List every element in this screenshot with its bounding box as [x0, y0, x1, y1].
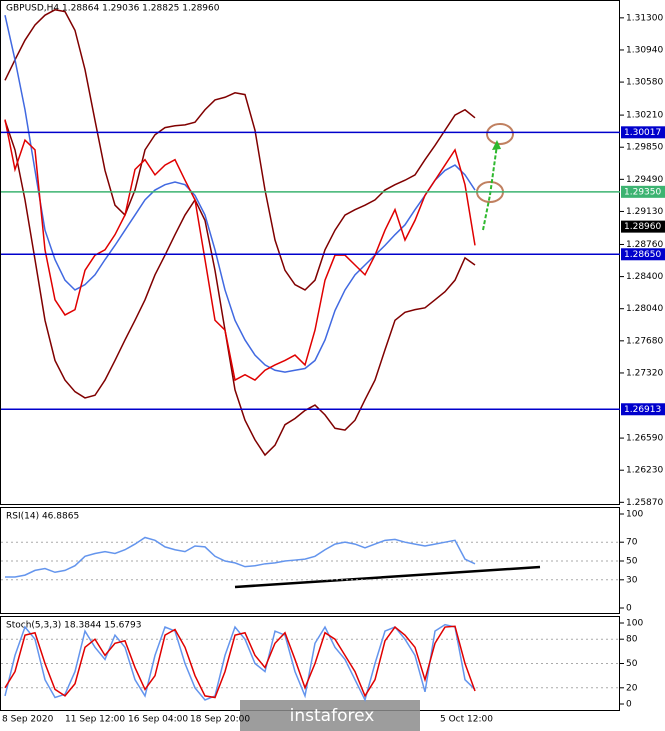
arrow-head — [492, 140, 501, 150]
forecast-arrow — [482, 144, 498, 231]
y-tick-label: 1.26590 — [626, 434, 663, 444]
series-line — [4, 9, 476, 291]
level-label: 1.28650 — [624, 250, 661, 260]
pane-title: RSI(14) 46.8865 — [6, 512, 79, 522]
x-tick-label: 8 Sep 2020 — [2, 715, 54, 725]
main-frame — [0, 0, 620, 505]
series-line — [4, 625, 476, 699]
level-label: 1.29350 — [624, 187, 661, 197]
series-line — [4, 623, 476, 703]
y-tick-label: 1.30940 — [626, 45, 663, 55]
y-tick-label: 1.28760 — [626, 240, 663, 250]
series-line — [4, 15, 476, 373]
y-tick-label: 1.27320 — [626, 368, 663, 378]
level-tag — [621, 126, 665, 139]
watermark: instaforex — [290, 706, 375, 726]
y-tick-label: 1.31300 — [626, 13, 663, 23]
y-tick-label: 80 — [626, 635, 638, 645]
level-tag — [621, 403, 665, 416]
y-tick-label: 1.29130 — [626, 207, 663, 217]
y-tick-label: 50 — [626, 659, 638, 669]
level-label: 1.26913 — [624, 405, 661, 415]
x-tick-label: 18 Sep 20:00 — [190, 715, 250, 725]
rsi-frame — [0, 507, 620, 614]
y-tick-label: 0 — [626, 604, 632, 614]
y-tick-label: 100 — [626, 510, 643, 520]
last-price-tag — [621, 220, 665, 233]
x-tick-label: 5 Oct 12:00 — [440, 715, 493, 725]
series-line — [5, 536, 476, 578]
series-line — [4, 119, 476, 382]
y-tick-label: 1.26230 — [626, 466, 663, 476]
last-price-label: 1.28960 — [624, 222, 661, 232]
level-tag — [621, 185, 665, 198]
y-tick-label: 20 — [626, 683, 638, 693]
y-tick-label: 1.25870 — [626, 498, 663, 508]
y-tick-label: 1.27680 — [626, 336, 663, 346]
y-tick-label: 1.28400 — [626, 272, 663, 282]
pane-title: GBPUSD,H4 1.28864 1.29036 1.28825 1.2896… — [6, 4, 220, 14]
y-tick-label: 1.30580 — [626, 78, 663, 88]
y-tick-label: 100 — [626, 619, 643, 629]
level-label: 1.30017 — [624, 128, 661, 138]
x-tick-label: 16 Sep 04:00 — [128, 715, 188, 725]
y-tick-label: 0 — [626, 700, 632, 710]
series-line — [4, 120, 476, 457]
y-tick-label: 1.28040 — [626, 304, 663, 314]
x-tick-label: 11 Sep 12:00 — [65, 715, 125, 725]
watermark-box — [240, 700, 420, 731]
y-tick-label: 1.29850 — [626, 143, 663, 153]
pane-title: Stoch(5,3,3) 18.3844 15.6793 — [6, 621, 141, 631]
level-tag — [621, 248, 665, 261]
target-circle — [486, 123, 514, 145]
trend-line — [234, 565, 541, 589]
y-tick-label: 70 — [626, 538, 638, 548]
y-tick-label: 1.30210 — [626, 111, 663, 121]
y-tick-label: 50 — [626, 557, 638, 567]
y-tick-label: 30 — [626, 575, 638, 585]
y-tick-label: 1.29490 — [626, 175, 663, 185]
